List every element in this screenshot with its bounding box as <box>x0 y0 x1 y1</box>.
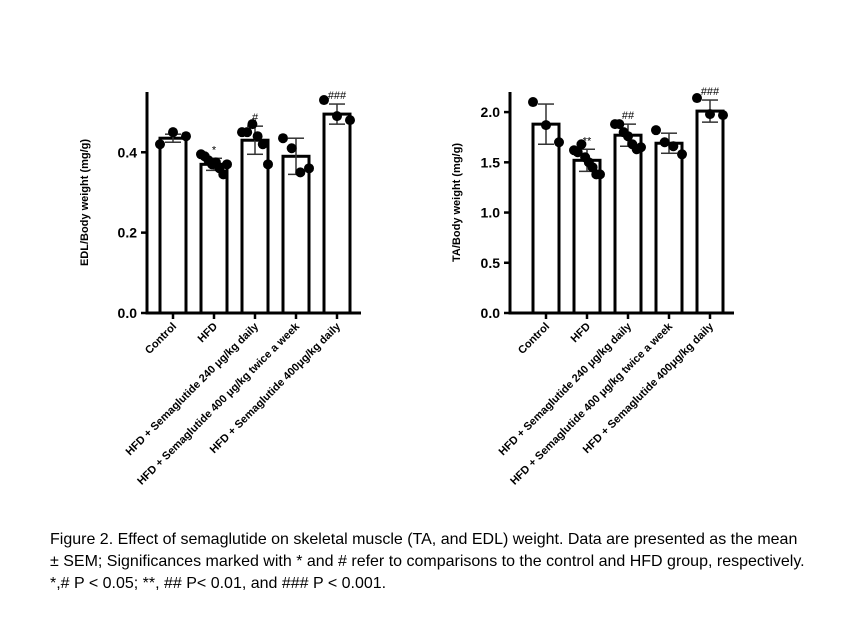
x-tick-label: Control <box>516 321 552 357</box>
y-tick-label: 1.0 <box>481 205 501 221</box>
significance-marker: # <box>252 112 259 124</box>
y-tick-label: 0.4 <box>118 144 138 160</box>
data-point <box>651 125 661 136</box>
data-point <box>677 149 687 160</box>
significance-marker: ### <box>701 86 720 98</box>
chart-0: 0.0 0.2 0.4 EDL/Body weight (mg/g) Control * H… <box>79 90 361 488</box>
data-point <box>668 141 679 152</box>
data-point <box>304 163 314 174</box>
bar <box>199 162 229 315</box>
data-point <box>636 142 646 153</box>
data-point <box>242 127 253 138</box>
data-point <box>181 131 191 142</box>
data-point <box>623 131 633 142</box>
significance-marker: ** <box>583 135 592 147</box>
y-axis-label: EDL/Body weight (mg/g) <box>79 139 91 266</box>
y-axis-label: TA/Body weight (mg/g) <box>451 143 463 262</box>
data-point <box>614 119 625 130</box>
data-point <box>332 111 342 122</box>
data-point <box>278 133 288 144</box>
figure-caption: Figure 2. Effect of semaglutide on skele… <box>50 531 805 592</box>
bar <box>613 133 643 315</box>
bar <box>322 112 352 315</box>
data-point <box>345 115 355 126</box>
bar <box>572 158 602 315</box>
data-point <box>286 143 297 154</box>
significance-marker: * <box>212 144 217 156</box>
data-point <box>595 169 605 180</box>
y-tick-label: 2.0 <box>481 104 501 120</box>
data-point <box>155 139 165 150</box>
data-point <box>705 109 715 120</box>
data-point <box>319 95 329 106</box>
significance-marker: ## <box>622 110 635 122</box>
y-tick-label: 0.5 <box>481 255 501 271</box>
data-point <box>168 127 178 138</box>
data-point <box>247 119 258 130</box>
data-point <box>222 159 232 170</box>
x-tick-label: HFD <box>196 321 221 346</box>
y-tick-label: 1.5 <box>481 154 501 170</box>
chart-1: 0.0 0.5 1.0 1.5 2.0 TA/Body weight (mg/g) Cont… <box>451 86 734 488</box>
data-point <box>528 97 538 108</box>
data-point <box>541 120 551 131</box>
data-point <box>257 139 268 150</box>
x-tick-label: HFD <box>569 321 594 346</box>
data-point <box>252 131 263 142</box>
bar <box>695 109 725 315</box>
significance-marker: ### <box>328 90 347 102</box>
data-point <box>295 167 306 178</box>
bar <box>158 136 188 315</box>
y-tick-label: 0.0 <box>118 305 138 321</box>
bar <box>240 138 270 315</box>
y-tick-label: 0.0 <box>481 305 501 321</box>
data-point <box>718 110 728 121</box>
bar <box>531 122 561 315</box>
data-point <box>576 139 587 150</box>
x-tick-label: Control <box>143 321 179 357</box>
data-point <box>218 169 229 180</box>
data-point <box>692 93 702 104</box>
data-point <box>659 137 670 148</box>
bar <box>654 141 684 315</box>
y-tick-label: 0.2 <box>118 225 138 241</box>
data-point <box>263 159 273 170</box>
bar <box>281 154 311 315</box>
data-point <box>572 147 583 158</box>
data-point <box>554 137 564 148</box>
